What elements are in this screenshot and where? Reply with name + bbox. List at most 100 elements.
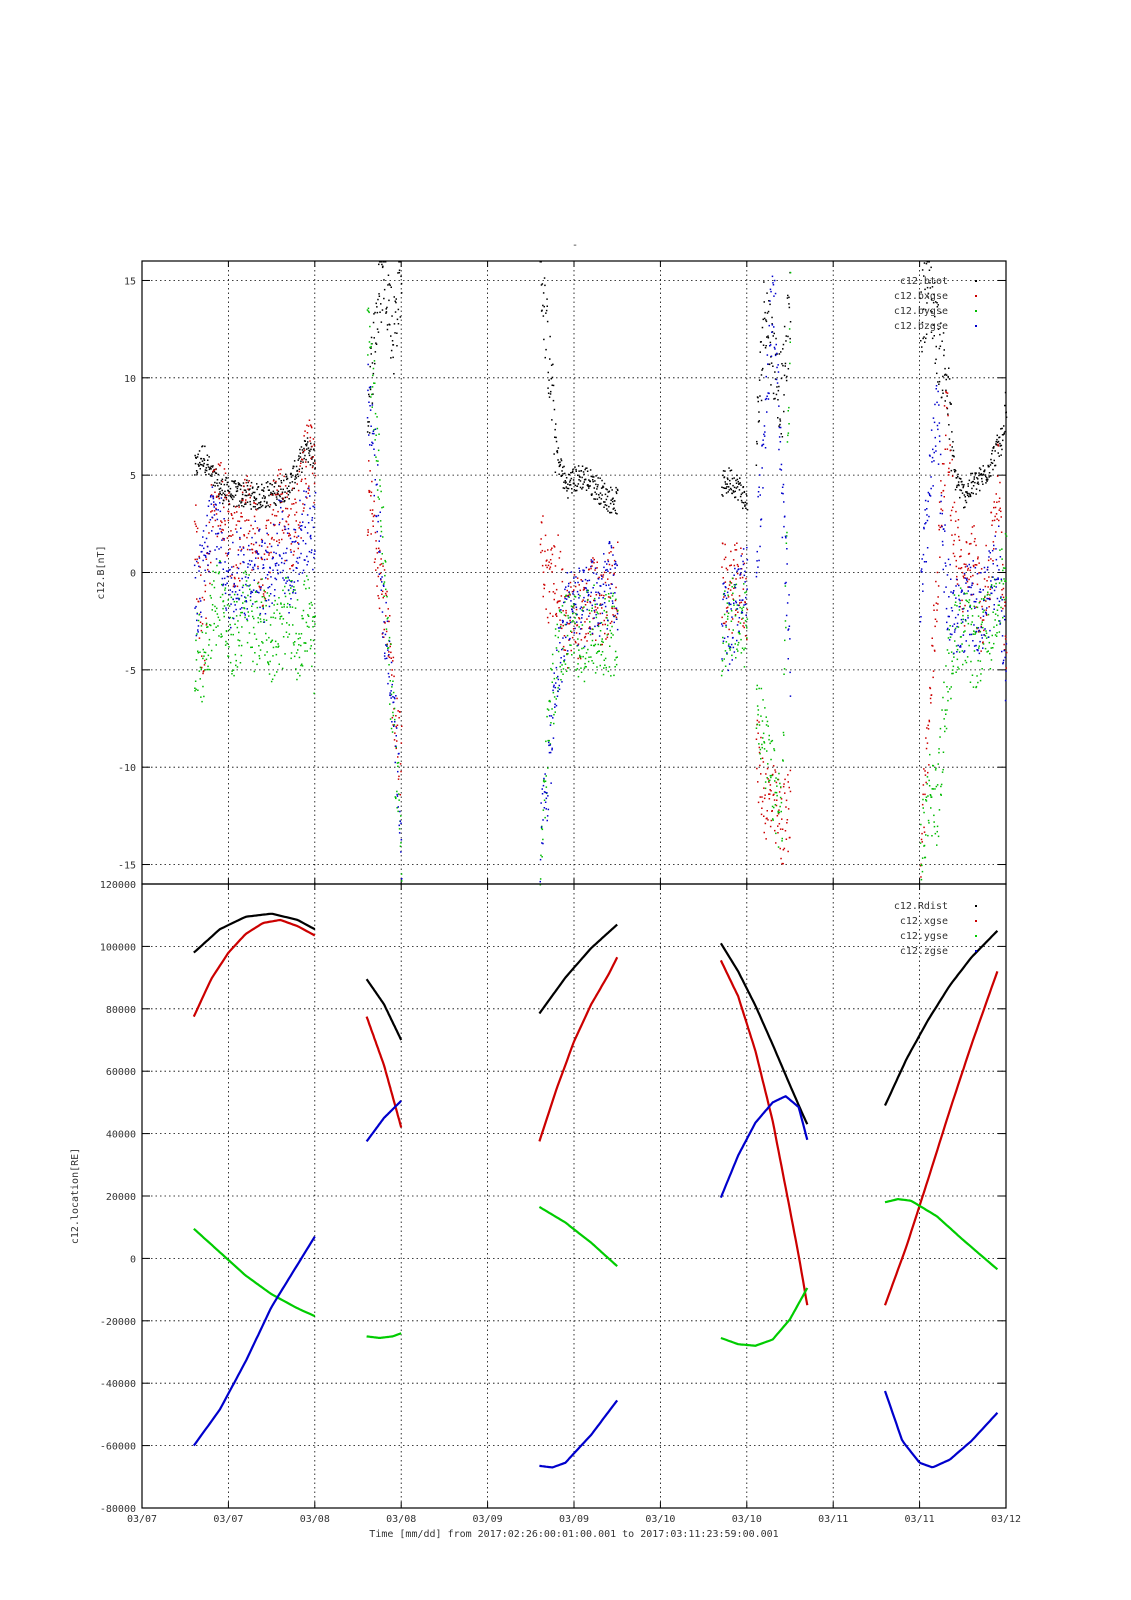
data-point xyxy=(739,606,741,609)
data-point xyxy=(259,506,261,509)
data-point xyxy=(251,560,253,562)
data-point xyxy=(246,618,248,620)
data-point xyxy=(216,532,219,535)
data-point xyxy=(589,469,592,471)
data-point xyxy=(400,770,402,773)
data-point xyxy=(926,514,928,516)
data-point xyxy=(587,589,589,592)
data-point xyxy=(597,477,599,479)
data-point xyxy=(274,514,276,517)
data-point xyxy=(580,655,582,658)
data-point xyxy=(787,368,790,370)
data-point xyxy=(610,675,612,677)
data-point xyxy=(277,645,280,647)
data-point xyxy=(774,780,776,782)
data-point xyxy=(597,484,599,486)
data-point xyxy=(371,432,374,435)
data-point xyxy=(942,768,944,771)
data-point xyxy=(725,586,727,589)
data-point xyxy=(289,534,291,536)
data-point xyxy=(271,492,274,495)
data-point xyxy=(595,613,597,616)
data-point xyxy=(983,599,986,601)
data-point xyxy=(970,532,973,535)
data-point xyxy=(386,618,389,620)
data-point xyxy=(549,744,551,746)
data-point xyxy=(259,589,262,591)
data-point xyxy=(375,569,377,571)
data-point xyxy=(276,474,279,477)
data-point xyxy=(611,605,613,608)
data-point xyxy=(616,613,619,615)
data-point xyxy=(386,595,388,598)
data-point xyxy=(574,627,576,630)
data-point xyxy=(218,482,221,484)
data-point xyxy=(764,781,767,783)
data-point xyxy=(273,502,275,504)
data-point xyxy=(935,301,937,303)
data-point xyxy=(571,621,573,623)
data-point xyxy=(552,737,555,739)
data-point xyxy=(949,563,951,566)
data-point xyxy=(980,572,982,574)
data-point xyxy=(938,347,941,350)
data-point xyxy=(273,486,276,488)
data-point xyxy=(962,575,965,578)
data-point xyxy=(207,505,210,507)
data-point xyxy=(757,801,760,804)
data-point xyxy=(613,572,615,575)
data-point xyxy=(300,552,302,555)
data-point xyxy=(203,580,206,582)
data-point xyxy=(200,625,203,627)
data-point xyxy=(292,467,294,470)
data-point xyxy=(724,581,727,583)
data-point xyxy=(939,727,942,730)
data-point xyxy=(764,447,767,449)
data-point xyxy=(566,490,568,492)
data-point xyxy=(596,666,598,668)
data-point xyxy=(603,594,605,597)
data-point xyxy=(212,526,214,528)
data-point xyxy=(731,477,734,480)
data-point xyxy=(943,528,945,530)
data-point xyxy=(240,548,243,551)
data-point xyxy=(959,599,961,602)
data-point xyxy=(765,320,768,323)
data-point xyxy=(379,520,382,522)
data-point xyxy=(928,719,930,722)
data-point xyxy=(944,484,946,487)
data-point xyxy=(298,543,300,545)
data-point xyxy=(194,454,196,457)
data-point xyxy=(575,470,577,472)
data-point xyxy=(768,781,770,783)
data-point xyxy=(197,600,200,603)
data-point xyxy=(948,467,950,470)
data-point xyxy=(398,261,400,263)
data-point xyxy=(392,656,395,659)
data-point xyxy=(258,530,260,532)
data-point xyxy=(389,694,392,697)
data-point xyxy=(946,406,948,409)
data-point xyxy=(550,549,552,551)
data-point xyxy=(999,623,1001,625)
data-point xyxy=(745,624,747,627)
data-point xyxy=(575,669,577,671)
data-point xyxy=(224,495,227,497)
data-point xyxy=(238,597,241,600)
data-point xyxy=(580,621,582,623)
data-point xyxy=(217,616,220,619)
data-point xyxy=(980,598,983,600)
data-point xyxy=(932,448,934,451)
data-point xyxy=(592,480,594,483)
data-point xyxy=(380,321,383,323)
data-point xyxy=(303,580,306,582)
data-point xyxy=(952,592,954,595)
data-point xyxy=(737,565,739,568)
data-point xyxy=(251,591,254,593)
data-point xyxy=(367,310,370,312)
data-point xyxy=(398,775,400,778)
data-point xyxy=(303,447,305,450)
data-point xyxy=(288,490,291,492)
data-point xyxy=(198,637,201,639)
